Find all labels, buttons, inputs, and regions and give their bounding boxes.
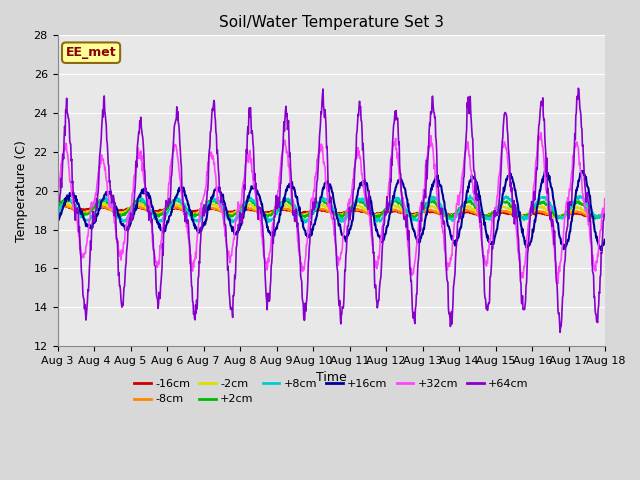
-8cm — [337, 214, 344, 219]
+64cm — [337, 312, 344, 318]
+32cm — [199, 198, 207, 204]
+8cm — [467, 192, 474, 198]
+16cm — [125, 222, 133, 228]
+32cm — [567, 179, 575, 185]
-2cm — [337, 211, 344, 217]
-8cm — [590, 215, 598, 221]
Text: EE_met: EE_met — [66, 46, 116, 59]
Line: +8cm: +8cm — [58, 195, 605, 223]
-8cm — [566, 211, 574, 216]
+32cm — [257, 223, 265, 228]
-8cm — [450, 213, 458, 218]
+8cm — [257, 211, 265, 216]
+16cm — [579, 168, 587, 174]
-2cm — [258, 210, 266, 216]
-2cm — [54, 205, 61, 211]
+2cm — [337, 212, 344, 218]
+32cm — [54, 195, 61, 201]
-16cm — [258, 210, 266, 216]
+8cm — [567, 202, 575, 208]
Line: -16cm: -16cm — [58, 206, 605, 217]
-2cm — [200, 206, 207, 212]
+16cm — [54, 220, 61, 226]
-2cm — [61, 200, 69, 205]
+8cm — [602, 209, 609, 215]
-16cm — [450, 212, 458, 218]
+32cm — [125, 208, 133, 214]
-8cm — [258, 211, 266, 216]
+16cm — [337, 224, 344, 229]
Legend: -16cm, -8cm, -2cm, +2cm, +8cm, +16cm, +32cm, +64cm: -16cm, -8cm, -2cm, +2cm, +8cm, +16cm, +3… — [130, 374, 533, 409]
+16cm — [450, 240, 458, 246]
+2cm — [566, 205, 574, 211]
-8cm — [60, 203, 67, 208]
Line: +32cm: +32cm — [58, 132, 605, 283]
+16cm — [566, 229, 573, 235]
-16cm — [589, 215, 597, 220]
Line: +2cm: +2cm — [58, 198, 605, 219]
+16cm — [598, 248, 605, 253]
-8cm — [602, 211, 609, 217]
-16cm — [62, 203, 70, 209]
+64cm — [566, 202, 574, 207]
-8cm — [54, 205, 61, 211]
-2cm — [450, 212, 458, 217]
Y-axis label: Temperature (C): Temperature (C) — [15, 140, 28, 241]
-16cm — [200, 206, 207, 212]
+2cm — [54, 204, 61, 209]
X-axis label: Time: Time — [316, 372, 347, 384]
+2cm — [258, 210, 266, 216]
+64cm — [125, 217, 133, 223]
+32cm — [337, 257, 344, 263]
-16cm — [337, 210, 344, 216]
-8cm — [200, 207, 207, 213]
+64cm — [602, 211, 609, 216]
+64cm — [257, 211, 265, 216]
-16cm — [54, 205, 61, 211]
+8cm — [450, 215, 458, 221]
+64cm — [199, 209, 207, 215]
-16cm — [566, 211, 574, 216]
+8cm — [337, 216, 344, 221]
-2cm — [602, 208, 609, 214]
+32cm — [554, 280, 562, 286]
+16cm — [199, 224, 207, 229]
+8cm — [125, 214, 133, 219]
+64cm — [450, 284, 458, 289]
Title: Soil/Water Temperature Set 3: Soil/Water Temperature Set 3 — [219, 15, 444, 30]
-16cm — [126, 205, 134, 211]
+16cm — [257, 199, 265, 204]
+2cm — [200, 205, 207, 211]
+32cm — [537, 130, 545, 135]
-8cm — [126, 206, 134, 212]
+64cm — [575, 85, 582, 91]
+16cm — [602, 239, 609, 244]
+32cm — [602, 202, 609, 207]
-2cm — [567, 207, 575, 213]
Line: -8cm: -8cm — [58, 205, 605, 218]
+64cm — [54, 198, 61, 204]
+2cm — [591, 216, 599, 222]
Line: +64cm: +64cm — [58, 88, 605, 332]
-16cm — [602, 211, 609, 217]
-2cm — [556, 215, 563, 221]
+8cm — [301, 220, 308, 226]
Line: -2cm: -2cm — [58, 203, 605, 218]
Line: +16cm: +16cm — [58, 171, 605, 251]
+32cm — [450, 233, 458, 239]
-2cm — [126, 206, 134, 212]
+2cm — [100, 195, 108, 201]
+2cm — [602, 207, 609, 213]
+8cm — [54, 212, 61, 217]
+2cm — [450, 213, 458, 219]
+8cm — [199, 212, 207, 217]
+64cm — [556, 329, 564, 335]
+2cm — [126, 206, 134, 212]
